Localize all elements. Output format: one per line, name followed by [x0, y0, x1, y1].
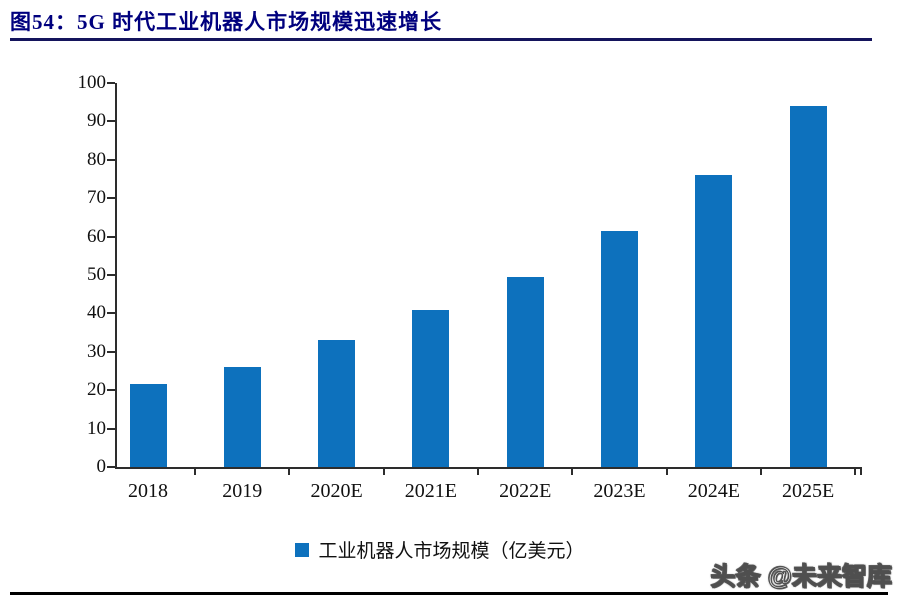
x-axis-tick	[194, 467, 197, 475]
x-axis-tick	[477, 467, 480, 475]
x-axis-tick-label: 2022E	[499, 480, 552, 502]
x-axis-end-tick	[860, 467, 862, 475]
y-axis-tick-label: 0	[96, 456, 107, 477]
bar	[223, 367, 261, 467]
x-axis-tick-label: 2020E	[310, 480, 363, 502]
y-axis-tick-label: 10	[87, 417, 106, 439]
x-axis-tick-label: 2018	[128, 480, 168, 502]
bar	[318, 340, 356, 467]
y-axis-tick	[107, 389, 115, 392]
y-axis-tick	[107, 82, 115, 84]
figure-title: 图54：5G 时代工业机器人市场规模迅速增长	[10, 10, 443, 34]
y-axis-tick	[107, 235, 115, 238]
y-axis-tick-label: 40	[87, 302, 106, 324]
watermark: 头条 @未来智库	[710, 562, 893, 591]
y-axis-tick	[107, 158, 115, 161]
x-axis-tick-label: 2024E	[687, 480, 740, 502]
x-axis-tick-label: 2023E	[593, 480, 646, 502]
x-axis-tick	[288, 467, 291, 475]
y-axis-tick-label: 100	[77, 72, 107, 93]
x-axis-tick-label: 2019	[222, 480, 263, 502]
chart-legend: 工业机器人市场规模（亿美元）	[0, 536, 880, 563]
bar	[789, 106, 827, 467]
x-axis-tick	[759, 467, 762, 475]
bar	[695, 175, 733, 467]
legend-swatch	[295, 542, 310, 557]
y-axis-tick-label: 60	[87, 225, 106, 247]
y-axis-tick-label: 30	[87, 340, 106, 362]
y-axis-tick-label: 50	[87, 264, 106, 285]
y-axis-tick-label: 80	[87, 148, 106, 170]
bar	[601, 230, 638, 467]
x-axis-tick	[854, 467, 857, 475]
bar	[412, 309, 450, 467]
y-axis-tick	[107, 120, 115, 123]
legend-label: 工业机器人市场规模（亿美元）	[318, 541, 585, 562]
x-axis-tick	[382, 467, 385, 475]
y-axis-tick-label: 90	[87, 110, 106, 132]
x-axis-tick	[571, 467, 574, 475]
x-axis-tick-label: 2021E	[404, 480, 457, 502]
x-axis-tick	[665, 467, 668, 475]
title-divider	[10, 38, 872, 41]
y-axis-tick	[107, 350, 115, 353]
y-axis-tick-label: 20	[87, 379, 106, 401]
y-axis-tick	[107, 197, 115, 200]
y-axis-tick	[107, 466, 115, 468]
y-axis-tick	[107, 312, 115, 315]
y-axis-tick	[107, 427, 115, 430]
y-axis-tick-label: 70	[87, 187, 106, 209]
y-axis-tick	[107, 274, 115, 276]
bar	[129, 384, 167, 467]
x-axis-tick-label: 2025E	[781, 480, 835, 502]
bar-chart: 0 10 20 30 40 50 60 70 80 90 100 2018 2019 2020E 2021E…	[78, 72, 862, 502]
bottom-divider	[10, 592, 888, 595]
bar	[506, 276, 544, 467]
